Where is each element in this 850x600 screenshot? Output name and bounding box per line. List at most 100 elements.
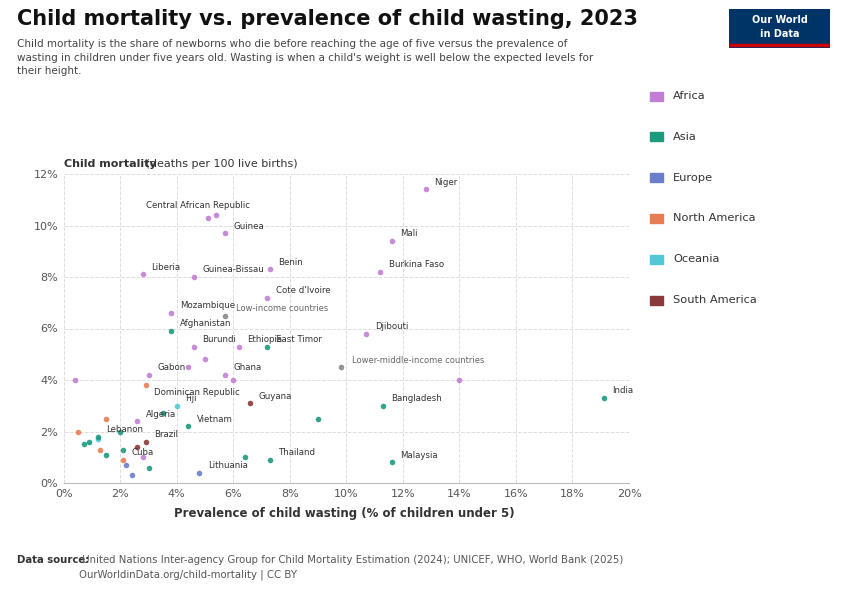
Point bbox=[130, 442, 144, 452]
Point bbox=[597, 393, 610, 403]
Point bbox=[193, 468, 207, 478]
Text: Lebanon: Lebanon bbox=[106, 425, 143, 434]
Point bbox=[377, 401, 390, 410]
Text: Algeria: Algeria bbox=[145, 410, 176, 419]
Point bbox=[99, 450, 113, 460]
Point bbox=[243, 398, 257, 408]
Point bbox=[125, 470, 139, 480]
Text: India: India bbox=[612, 386, 633, 395]
Text: Gabon: Gabon bbox=[157, 363, 185, 372]
Point bbox=[136, 269, 150, 279]
Text: Fiji: Fiji bbox=[185, 394, 197, 403]
Point bbox=[373, 267, 387, 277]
Point bbox=[170, 401, 184, 410]
Text: Prevalence of child wasting (% of children under 5): Prevalence of child wasting (% of childr… bbox=[174, 507, 514, 520]
Point bbox=[181, 422, 195, 431]
Point bbox=[116, 445, 130, 454]
Text: Guyana: Guyana bbox=[258, 392, 292, 401]
Point bbox=[260, 342, 274, 352]
Text: Mali: Mali bbox=[400, 229, 417, 238]
Text: (deaths per 100 live births): (deaths per 100 live births) bbox=[142, 159, 298, 169]
Point bbox=[210, 211, 224, 220]
Text: Ghana: Ghana bbox=[233, 363, 262, 372]
Text: Thailand: Thailand bbox=[279, 448, 315, 457]
Point bbox=[94, 445, 107, 454]
Point bbox=[130, 416, 144, 426]
Text: Ethiopia: Ethiopia bbox=[247, 335, 282, 344]
Text: Mozambique: Mozambique bbox=[179, 301, 235, 310]
Text: Bangladesh: Bangladesh bbox=[392, 394, 442, 403]
Text: Child mortality: Child mortality bbox=[64, 159, 156, 169]
Point bbox=[156, 409, 169, 418]
Text: Brazil: Brazil bbox=[154, 430, 178, 439]
Point bbox=[142, 370, 156, 380]
Point bbox=[91, 432, 105, 442]
Text: Malaysia: Malaysia bbox=[400, 451, 438, 460]
Point bbox=[187, 342, 201, 352]
Text: Child mortality is the share of newborns who die before reaching the age of five: Child mortality is the share of newborns… bbox=[17, 39, 593, 76]
Text: Child mortality vs. prevalence of child wasting, 2023: Child mortality vs. prevalence of child … bbox=[17, 9, 638, 29]
Text: Djibouti: Djibouti bbox=[375, 322, 408, 331]
Point bbox=[311, 414, 325, 424]
Point bbox=[91, 434, 105, 444]
Text: Data source:: Data source: bbox=[17, 555, 89, 565]
Point bbox=[218, 311, 232, 320]
Point bbox=[360, 329, 373, 338]
Text: Cuba: Cuba bbox=[132, 448, 154, 457]
Text: Lithuania: Lithuania bbox=[208, 461, 247, 470]
Point bbox=[136, 452, 150, 462]
Point bbox=[201, 213, 215, 223]
Point bbox=[76, 440, 90, 449]
Text: Vietnam: Vietnam bbox=[196, 415, 232, 424]
Text: Niger: Niger bbox=[434, 178, 457, 187]
Text: South America: South America bbox=[673, 295, 757, 305]
Text: Burkina Faso: Burkina Faso bbox=[388, 260, 444, 269]
Point bbox=[113, 427, 128, 436]
Point bbox=[264, 455, 277, 464]
Text: Cote d'Ivoire: Cote d'Ivoire bbox=[275, 286, 331, 295]
Text: Lower-middle-income countries: Lower-middle-income countries bbox=[352, 356, 484, 365]
Text: Our World: Our World bbox=[751, 15, 807, 25]
Text: East Timor: East Timor bbox=[275, 335, 321, 344]
Point bbox=[119, 460, 133, 470]
Text: United Nations Inter-agency Group for Child Mortality Estimation (2024); UNICEF,: United Nations Inter-agency Group for Ch… bbox=[79, 555, 623, 580]
Point bbox=[68, 375, 82, 385]
Point bbox=[198, 355, 212, 364]
Text: Oceania: Oceania bbox=[673, 254, 720, 264]
Point bbox=[218, 370, 232, 380]
Text: Benin: Benin bbox=[279, 258, 303, 266]
Text: Central African Republic: Central African Republic bbox=[145, 201, 250, 210]
Point bbox=[419, 185, 433, 194]
Text: in Data: in Data bbox=[760, 29, 799, 40]
Point bbox=[264, 265, 277, 274]
Point bbox=[187, 272, 201, 282]
Text: Low-income countries: Low-income countries bbox=[236, 304, 328, 313]
Point bbox=[260, 293, 274, 302]
Point bbox=[71, 427, 85, 436]
Text: Guinea: Guinea bbox=[233, 221, 264, 230]
Point bbox=[238, 452, 252, 462]
Text: Burundi: Burundi bbox=[202, 335, 236, 344]
Point bbox=[385, 236, 399, 246]
Point bbox=[82, 437, 96, 446]
Point bbox=[142, 463, 156, 472]
Point bbox=[452, 375, 466, 385]
Text: Guinea-Bissau: Guinea-Bissau bbox=[202, 265, 264, 274]
Point bbox=[116, 455, 130, 464]
Point bbox=[226, 375, 240, 385]
Text: Liberia: Liberia bbox=[151, 263, 180, 272]
Text: Afghanistan: Afghanistan bbox=[179, 319, 231, 329]
Point bbox=[99, 414, 113, 424]
Text: Dominican Republic: Dominican Republic bbox=[154, 388, 240, 397]
Point bbox=[164, 308, 178, 318]
Point bbox=[385, 458, 399, 467]
Point bbox=[334, 362, 348, 372]
Point bbox=[139, 437, 152, 446]
Point bbox=[181, 362, 195, 372]
Text: Asia: Asia bbox=[673, 132, 697, 142]
Point bbox=[164, 326, 178, 336]
Point bbox=[218, 229, 232, 238]
Text: Europe: Europe bbox=[673, 173, 713, 182]
Point bbox=[139, 380, 152, 390]
Text: North America: North America bbox=[673, 214, 756, 223]
